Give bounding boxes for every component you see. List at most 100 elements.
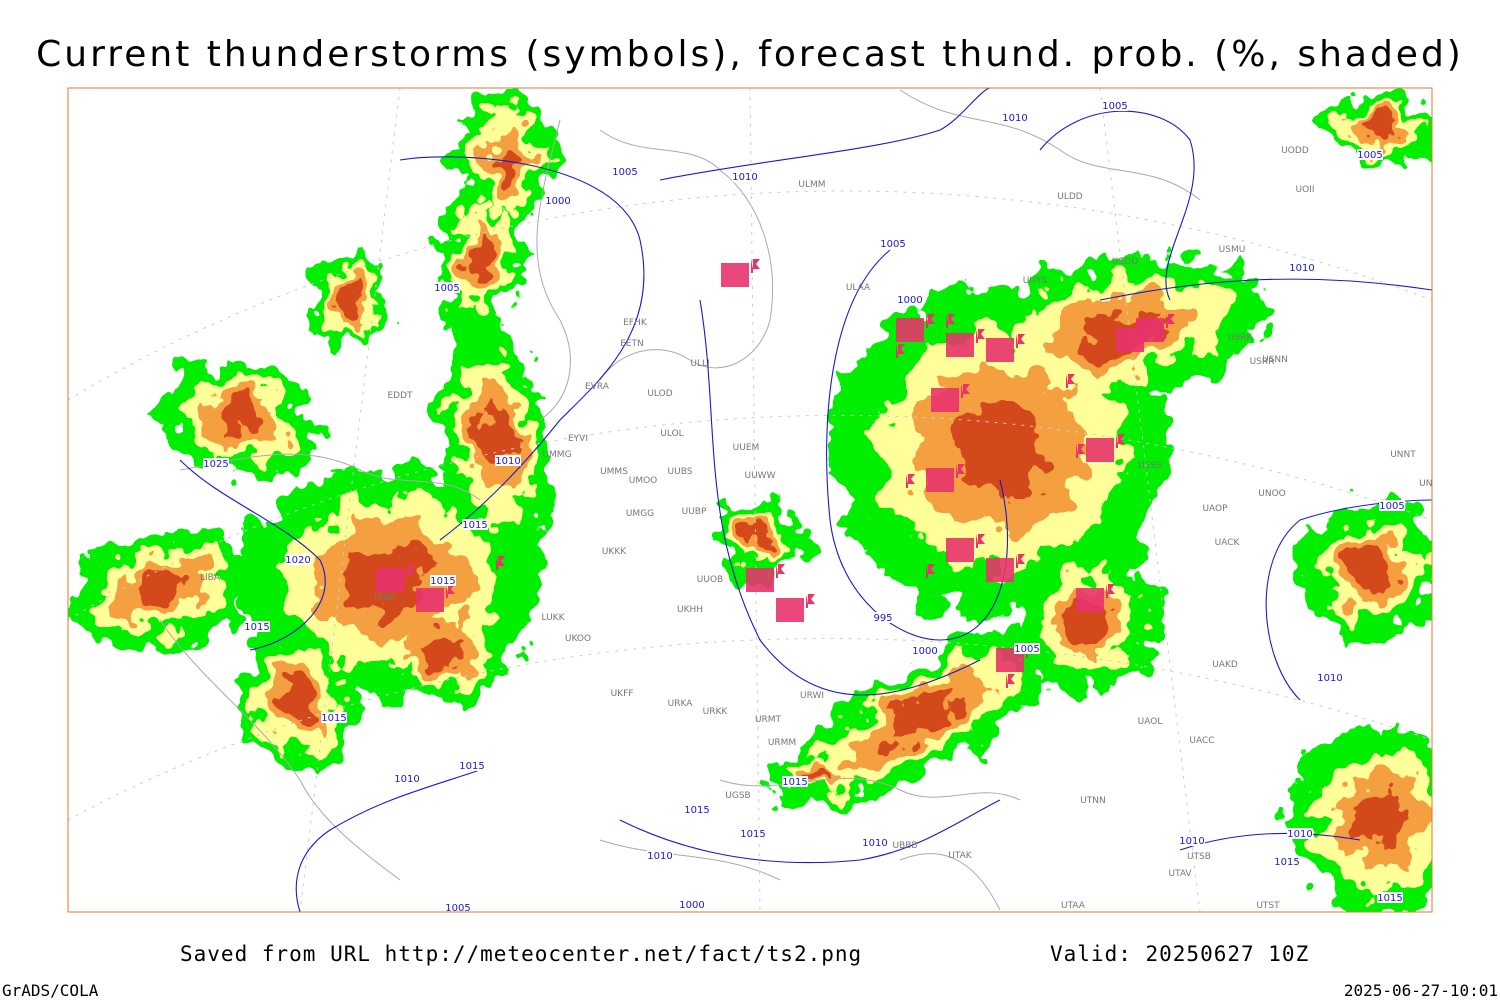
station-label: USDD [1112,257,1138,267]
isobar-label-bg [203,458,229,469]
valid-time: Valid: 20250627 10Z [1050,942,1309,966]
storm-symbol [1116,434,1125,448]
isobar-label: 1010 [862,838,887,849]
map-area: ULMM ULDD UODD UOII USMU USDD UUYS ULAA EFHK EETN… [68,88,1432,914]
isobar-label: 1015 [244,622,269,633]
isobar-label-bg [244,621,270,632]
storm-cluster [376,568,404,592]
storm-cluster [746,568,774,592]
isobar-label: 1005 [612,167,637,178]
coastlines [159,89,1201,911]
isobar-label: 1015 [321,713,346,724]
station-label: LIBA [200,573,221,583]
isobar-label: 1015 [462,520,487,531]
thunderstorm-symbols [376,259,1175,688]
timestamp: 2025-06-27-10:01 [1344,981,1498,1000]
isobar-label: 1015 [459,761,484,772]
station-label: UKKK [602,547,627,557]
isobar-label-bg [430,575,456,586]
station-label: UTNN [1080,796,1106,806]
isobar-label-bg [1274,856,1300,867]
isobar-label: 1005 [445,903,470,914]
isobar-label: 995 [873,613,892,624]
isobar-label-bg [647,850,673,861]
storm-cluster [1076,588,1104,612]
storm-symbol [406,564,415,578]
isobar-label-bg [1379,500,1405,511]
isobar-label-bg [285,554,311,565]
isobar-label: 1005 [1357,150,1382,161]
storm-symbol [976,534,985,548]
station-label: USNN [1262,355,1288,365]
isobar-label: 1000 [912,646,937,657]
storm-symbol [1016,334,1025,348]
isobar-label-bg [1179,835,1205,846]
station-label: UKOO [565,634,591,644]
map-frame [67,87,1433,913]
isobar-label-bg [495,455,521,466]
storm-cluster [926,468,954,492]
map-background [68,88,1432,912]
station-label: UNOO [1258,489,1286,499]
storm-symbol [1106,584,1115,598]
storm-symbol [906,474,915,488]
storm-cluster [986,338,1014,362]
station-label: EDDT [387,391,413,401]
isobar-label-bg [1289,262,1315,273]
storm-cluster [986,558,1014,582]
isobar-label-bg [445,902,471,912]
isobar-label-bg [732,171,758,182]
graticule [68,88,1432,912]
storm-cluster [1136,318,1164,342]
storm-cluster [1086,438,1114,462]
software-credit: GrADS/COLA [2,981,99,1000]
station-label: UAOL [1138,717,1163,727]
storm-symbol [1166,314,1175,328]
station-label: UNNT [1390,450,1416,460]
isobar-label: 1005 [1014,644,1039,655]
storm-cluster [721,263,749,287]
shade-patch [1363,119,1397,141]
station-label: UAOP [1202,504,1228,514]
station-label: LYBE [374,593,395,603]
station-label: UMGG [626,509,654,519]
station-labels: ULMM ULDD UODD UOII USMU USDD UUYS ULAA EFHK EETN… [200,146,1432,911]
station-label: UACC [1189,736,1214,746]
station-label: URKA [668,699,694,709]
isobar-label: 1015 [1377,893,1402,904]
isobar-label-bg [545,195,571,206]
station-label: ULLI [690,359,709,369]
station-label: UTAK [948,851,973,861]
shade-patch [135,572,185,608]
isobar-label-bg [612,166,638,177]
station-label: URWI [800,691,824,701]
station-label: UKHH [677,605,703,615]
source-url: Saved from URL http://meteocenter.net/fa… [180,942,862,966]
shade-patch [468,237,492,283]
isobar-label-bg [1317,672,1343,683]
station-label: UAKD [1212,660,1238,670]
storm-symbol [926,564,935,578]
shade-patch [338,288,362,312]
isobar-label-bg [1102,100,1128,111]
storm-symbol [496,556,505,570]
station-label: ULAA [846,283,871,293]
station-label: UUBP [682,507,707,517]
isobar-label: 1010 [1317,673,1342,684]
storm-symbol [961,384,970,398]
shade-patch [1350,550,1390,590]
station-label: UUWW [745,471,776,481]
shade-patch [218,403,262,437]
isobar-label-bg [394,773,420,784]
storm-symbol [776,564,785,578]
isobar-label-bg [912,645,938,656]
station-label: UTAV [1168,869,1192,879]
station-label: UOII [1296,185,1315,195]
isobar-label: 1000 [897,295,922,306]
isobar-label-bg [1377,892,1403,903]
isobar-label-bg [740,828,766,839]
isobar-label: 1000 [545,196,570,207]
station-label: ULOD [647,389,672,399]
station-label: UTST [1256,901,1280,911]
